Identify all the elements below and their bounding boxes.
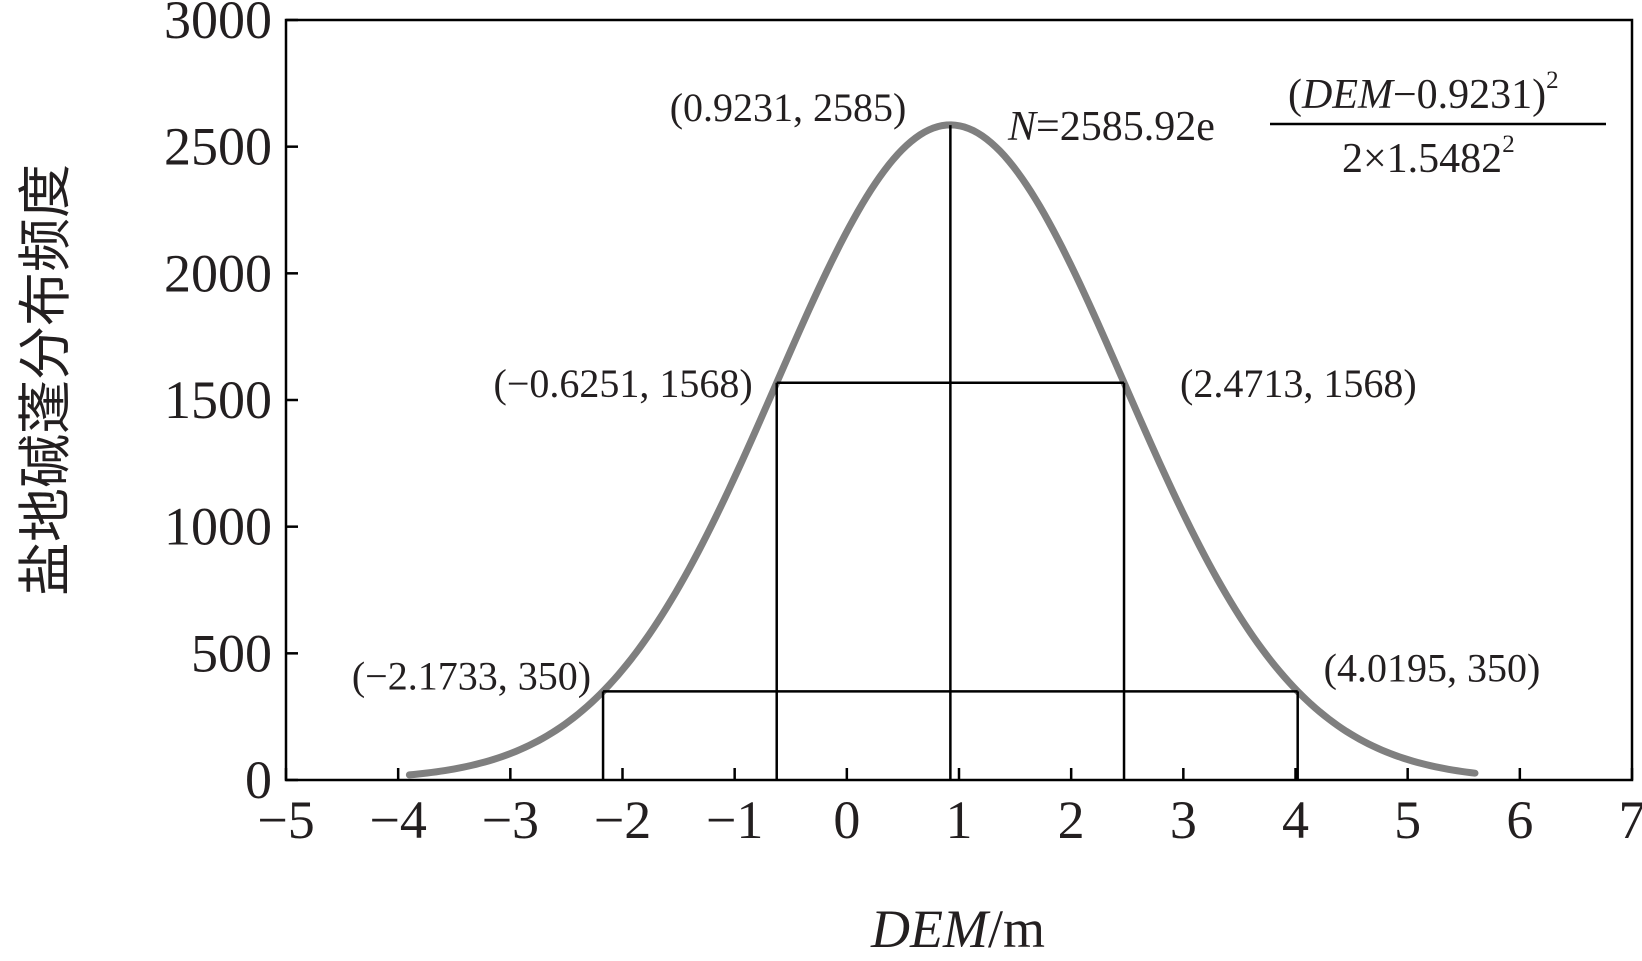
x-tick-label: −2 [594, 790, 651, 850]
equation-lhs-rest: =2585.92e [1036, 104, 1215, 150]
equation-num-exp: 2 [1546, 67, 1559, 94]
equation-lhs-var: N [1007, 104, 1038, 150]
y-tick-label: 1000 [164, 497, 272, 557]
equation: N=2585.92e (DEM−0.9231)2 2×1.54822 [1007, 67, 1606, 182]
equation-num-rest: −0.9231) [1393, 72, 1546, 118]
svg-text:N=2585.92e: N=2585.92e [1007, 104, 1215, 150]
annotation-lines [601, 125, 1299, 780]
y-axis-label: 盐地碱蓬分布频度 [14, 164, 77, 596]
y-axis: 0 500 1000 1500 2000 2500 3000 [164, 0, 298, 810]
point-label: (−0.6251, 1568) [494, 361, 753, 406]
y-tick-label: 500 [191, 623, 272, 683]
y-tick-label: 0 [245, 750, 272, 810]
x-tick-label: 1 [946, 790, 973, 850]
x-axis-label: DEM/m [870, 899, 1045, 959]
y-tick-label: 2500 [164, 117, 272, 177]
x-tick-label: 4 [1282, 790, 1309, 850]
x-tick-label: −3 [482, 790, 539, 850]
svg-text:(DEM−0.9231)2: (DEM−0.9231)2 [1288, 67, 1559, 118]
svg-text:2×1.54822: 2×1.54822 [1342, 131, 1515, 182]
x-axis-label-unit: /m [988, 899, 1045, 959]
equation-den: 2×1.5482 [1342, 136, 1502, 182]
x-axis: −5 −4 −3 −2 −1 0 1 2 3 4 5 6 7 [257, 768, 1642, 850]
equation-num-var: DEM [1301, 72, 1395, 118]
x-tick-label: 2 [1058, 790, 1085, 850]
x-tick-label: 5 [1394, 790, 1421, 850]
point-label: (4.0195, 350) [1324, 645, 1541, 690]
x-tick-label: 0 [833, 790, 860, 850]
y-tick-label: 3000 [164, 0, 272, 50]
x-tick-label: 6 [1506, 790, 1533, 850]
point-label: (−2.1733, 350) [352, 653, 591, 698]
point-labels: (0.9231, 2585) (−0.6251, 1568) (2.4713, 15… [352, 85, 1540, 698]
equation-den-exp: 2 [1502, 131, 1515, 158]
x-axis-label-var: DEM [870, 899, 991, 959]
point-label: (0.9231, 2585) [670, 85, 907, 130]
x-tick-label: −1 [706, 790, 763, 850]
x-tick-label: 7 [1619, 790, 1642, 850]
y-tick-label: 2000 [164, 243, 272, 303]
y-tick-label: 1500 [164, 370, 272, 430]
x-tick-label: 3 [1170, 790, 1197, 850]
point-label: (2.4713, 1568) [1180, 361, 1417, 406]
x-tick-label: −5 [257, 790, 314, 850]
x-tick-label: −4 [369, 790, 426, 850]
equation-num-open: ( [1288, 72, 1302, 118]
